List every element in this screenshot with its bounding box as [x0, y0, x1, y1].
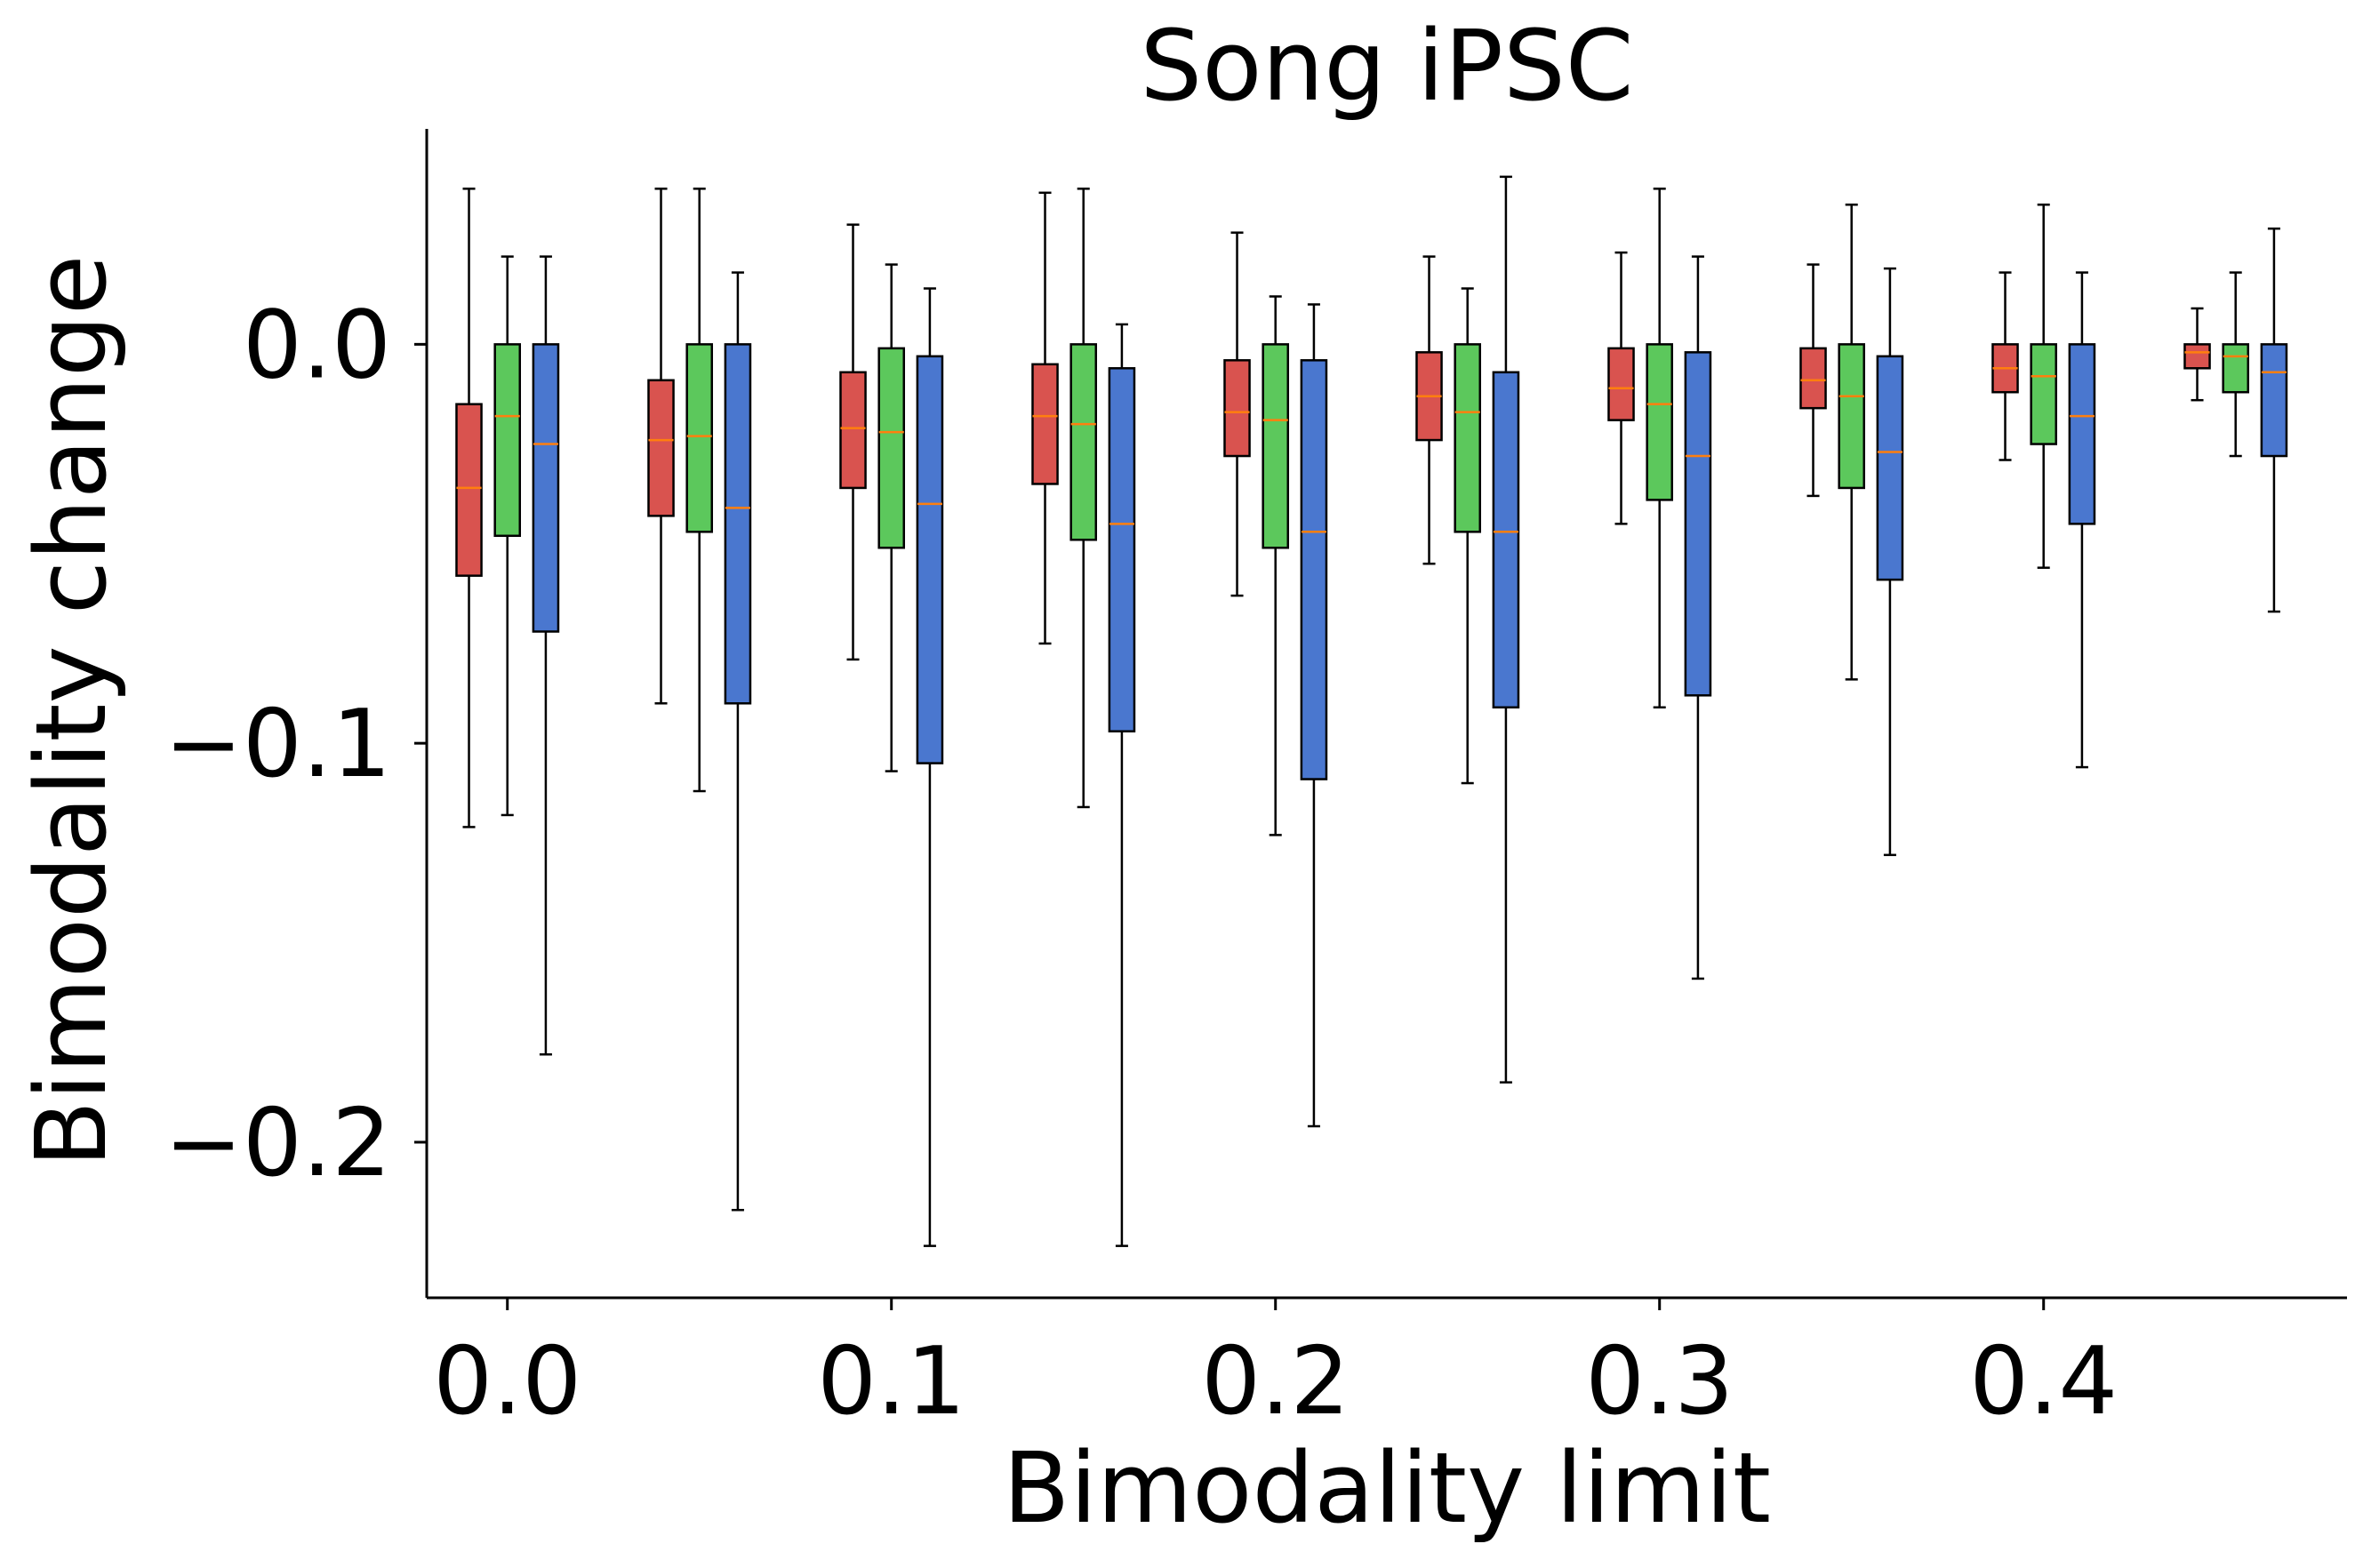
box-0-4 — [1223, 231, 1251, 597]
box-2-2 — [916, 287, 944, 1247]
box-iqr — [685, 343, 714, 533]
y-ticks: 0.0 −0.1 −0.2 — [164, 291, 427, 1197]
box-2-7 — [1876, 267, 1904, 857]
box-iqr — [2260, 343, 2288, 458]
box-2-3 — [1108, 323, 1136, 1247]
box-2-1 — [724, 271, 752, 1212]
box-iqr — [1799, 347, 1827, 410]
box-1-8 — [2030, 204, 2058, 569]
x-ticks: 0.0 0.1 0.2 0.3 0.4 — [433, 1298, 2118, 1436]
box-iqr — [493, 343, 522, 538]
box-iqr — [1223, 359, 1251, 458]
box-iqr — [2030, 343, 2058, 445]
box-iqr — [1646, 343, 1674, 501]
box-iqr — [647, 379, 675, 517]
box-0-9 — [2183, 307, 2211, 402]
x-tick-label: 0.3 — [1585, 1327, 1734, 1436]
box-iqr — [532, 343, 560, 633]
box-iqr — [1069, 343, 1098, 541]
box-iqr — [1031, 363, 1059, 485]
box-0-3 — [1031, 191, 1059, 645]
box-iqr — [1838, 343, 1866, 490]
box-1-0 — [493, 255, 522, 817]
box-iqr — [2183, 343, 2211, 370]
box-iqr — [1607, 347, 1635, 421]
x-tick-label: 0.1 — [817, 1327, 965, 1436]
box-2-0 — [532, 255, 560, 1056]
box-0-0 — [455, 188, 483, 828]
plot-area — [455, 175, 2288, 1247]
box-iqr — [1300, 359, 1328, 780]
x-tick-label: 0.0 — [433, 1327, 581, 1436]
box-0-5 — [1415, 255, 1443, 565]
box-iqr — [455, 403, 483, 577]
box-iqr — [1108, 367, 1136, 732]
box-2-8 — [2068, 271, 2096, 769]
box-0-1 — [647, 188, 675, 705]
box-iqr — [1492, 371, 1520, 709]
box-0-2 — [839, 223, 867, 661]
box-iqr — [839, 371, 867, 490]
box-1-5 — [1454, 287, 1482, 785]
box-iqr — [2222, 343, 2250, 394]
box-0-8 — [1991, 271, 2019, 461]
box-iqr — [1262, 343, 1290, 549]
x-axis-label: Bimodality limit — [1003, 1431, 1771, 1545]
y-tick-label: 0.0 — [243, 291, 391, 399]
box-2-4 — [1300, 303, 1328, 1128]
y-axis-label: Bimodality change — [14, 255, 128, 1168]
box-1-1 — [685, 188, 714, 793]
box-iqr — [2068, 343, 2096, 525]
x-tick-label: 0.2 — [1201, 1327, 1350, 1436]
box-2-6 — [1684, 255, 1712, 980]
box-1-9 — [2222, 271, 2250, 458]
box-iqr — [916, 355, 944, 764]
y-tick-label: −0.1 — [164, 690, 391, 798]
box-1-2 — [877, 263, 906, 772]
box-iqr — [1454, 343, 1482, 533]
chart-title: Song iPSC — [1140, 9, 1633, 123]
box-0-6 — [1607, 251, 1635, 525]
x-tick-label: 0.4 — [1969, 1327, 2118, 1436]
box-iqr — [877, 347, 906, 549]
box-1-7 — [1838, 204, 1866, 681]
box-1-4 — [1262, 295, 1290, 836]
box-iqr — [724, 343, 752, 705]
box-0-7 — [1799, 263, 1827, 498]
box-1-6 — [1646, 188, 1674, 709]
box-iqr — [1684, 351, 1712, 697]
box-2-5 — [1492, 175, 1520, 1084]
box-1-3 — [1069, 188, 1098, 809]
box-2-9 — [2260, 227, 2288, 613]
box-iqr — [1876, 355, 1904, 581]
y-tick-label: −0.2 — [164, 1089, 391, 1197]
